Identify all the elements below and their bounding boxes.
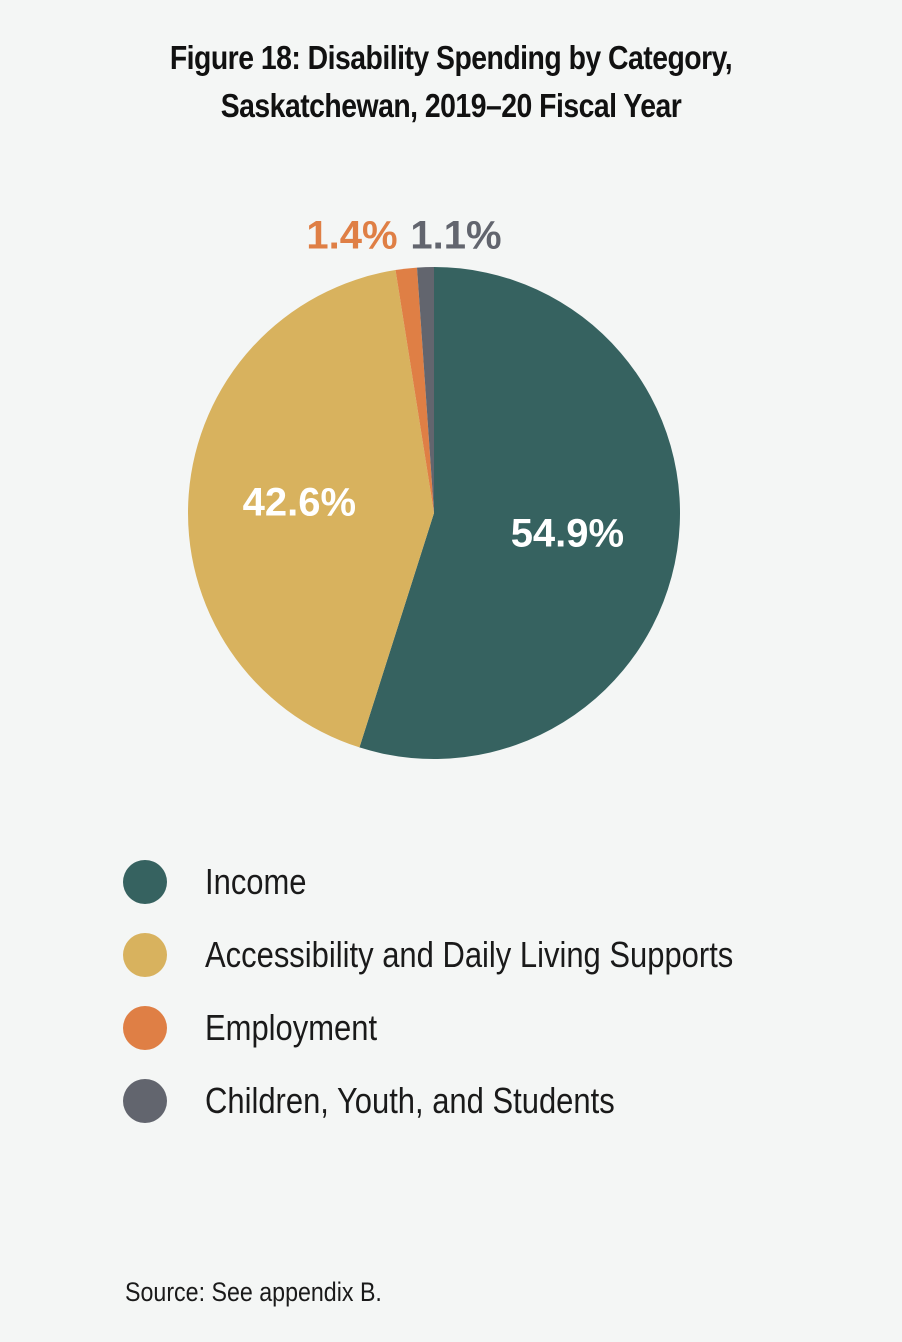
legend-swatch-income — [123, 860, 167, 904]
legend-label-accessibility: Accessibility and Daily Living Supports — [205, 934, 734, 975]
pie-slice-accessibility — [188, 270, 434, 748]
pie-slice-income — [359, 267, 681, 760]
data-label-income: 54.9% — [511, 511, 624, 555]
chart-title-line-2: Saskatchewan, 2019–20 Fiscal Year — [220, 87, 682, 124]
legend-swatch-employment — [123, 1006, 167, 1050]
chart-title: Figure 18: Disability Spending by Catego… — [63, 34, 839, 130]
legend-label-employment: Employment — [205, 1007, 378, 1048]
legend-label-children: Children, Youth, and Students — [205, 1080, 615, 1121]
data-label-children: 1.1% — [410, 214, 501, 258]
legend-swatch-children — [123, 1079, 167, 1123]
pie-chart: 54.9% 42.6% 1.4% 1.1% — [188, 214, 681, 760]
data-label-employment: 1.4% — [306, 214, 397, 258]
pie-slice-children — [417, 267, 434, 513]
legend-swatch-accessibility — [123, 933, 167, 977]
pie-slice-employment — [395, 267, 434, 513]
chart-title-line-1: Figure 18: Disability Spending by Catego… — [169, 39, 733, 76]
source-note: Source: See appendix B. — [125, 1277, 382, 1307]
data-label-accessibility: 42.6% — [243, 480, 356, 524]
legend-label-income: Income — [205, 861, 307, 902]
